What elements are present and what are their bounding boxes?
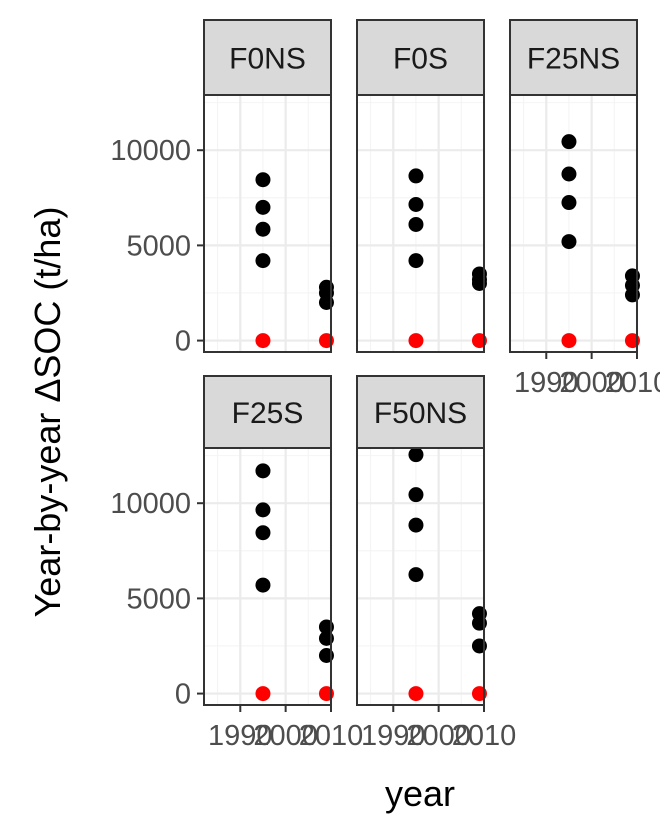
facet-strip — [509, 19, 638, 96]
x-tick-label: 1990 — [361, 720, 426, 752]
panel-border — [356, 447, 485, 706]
data-point — [408, 487, 424, 503]
y-axis-title: Year-by-year ΔSOC (t/ha) — [27, 207, 68, 618]
y-tick-label: 10000 — [110, 488, 191, 520]
data-point — [255, 463, 271, 479]
data-point-zero — [255, 333, 271, 349]
data-point — [408, 216, 424, 232]
data-point — [408, 447, 424, 463]
x-tick-label: 2010 — [605, 367, 660, 399]
y-tick-label: 5000 — [126, 583, 191, 615]
panel-border — [509, 94, 638, 353]
x-tick-label: 2010 — [452, 720, 517, 752]
data-point — [408, 196, 424, 212]
facet-strip — [356, 19, 485, 96]
x-tick-label: 2000 — [559, 367, 624, 399]
facet-strip — [203, 19, 332, 96]
data-point — [561, 134, 577, 150]
facet-strip — [203, 375, 332, 449]
facet-panel-f0s: F0S — [356, 19, 487, 353]
y-tick-label: 5000 — [126, 230, 191, 262]
facet-strip-label: F50NS — [374, 397, 467, 430]
x-tick-label: 2000 — [406, 720, 471, 752]
data-point — [561, 195, 577, 211]
panel-border — [203, 94, 332, 353]
panel-background — [204, 448, 331, 705]
data-point — [561, 234, 577, 250]
data-point-zero — [408, 686, 424, 702]
panel-background — [510, 95, 637, 352]
x-tick-label: 1990 — [514, 367, 579, 399]
y-tick-label: 0 — [175, 679, 191, 711]
data-point — [255, 502, 271, 518]
facet-strip-label: F0NS — [229, 43, 306, 76]
data-point — [255, 172, 271, 188]
panel-border — [203, 447, 332, 706]
data-point — [408, 567, 424, 583]
data-point — [255, 199, 271, 215]
facet-strip-label: F25NS — [527, 43, 620, 76]
data-point — [255, 577, 271, 593]
panel-border — [356, 94, 485, 353]
data-point-zero — [561, 333, 577, 349]
data-point — [408, 253, 424, 269]
facet-strip-label: F0S — [393, 43, 448, 76]
data-point — [255, 253, 271, 269]
facet-panel-f0ns: F0NS 0 5000 10000 — [110, 19, 334, 358]
x-tick-label: 2000 — [253, 720, 318, 752]
y-tick-label: 10000 — [110, 135, 191, 167]
data-point-zero — [255, 686, 271, 702]
x-tick-label: 2010 — [299, 720, 364, 752]
x-tick-label: 1990 — [208, 720, 273, 752]
data-point — [255, 525, 271, 541]
y-tick-label: 0 — [175, 326, 191, 358]
data-point — [408, 168, 424, 184]
data-point-zero — [408, 333, 424, 349]
x-axis-title: year — [385, 773, 455, 814]
data-point — [255, 221, 271, 237]
data-point — [561, 166, 577, 182]
facet-strip-label: F25S — [232, 397, 304, 430]
data-point — [408, 517, 424, 533]
